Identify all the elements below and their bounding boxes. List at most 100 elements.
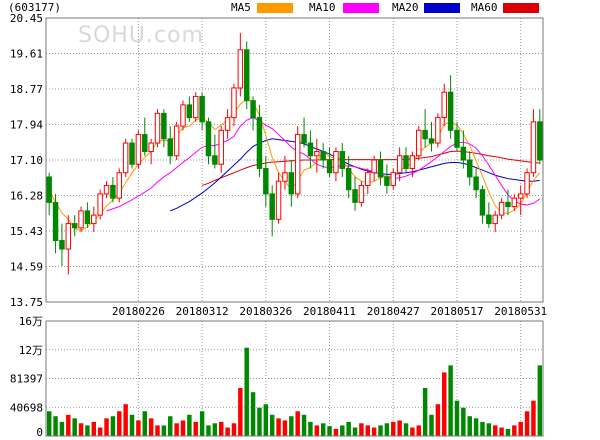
candle xyxy=(294,126,301,199)
candle xyxy=(52,193,59,254)
volume-bar xyxy=(352,427,358,436)
volume-bar xyxy=(314,425,320,436)
volume-bar xyxy=(97,427,103,436)
candle-body xyxy=(250,100,256,119)
candle xyxy=(205,117,212,165)
candle-body xyxy=(110,184,116,199)
volume-bar xyxy=(378,425,383,436)
volume-bar xyxy=(212,423,218,436)
candle-body xyxy=(396,155,403,174)
candle xyxy=(435,113,441,148)
date-tick-label: 20180517 xyxy=(430,305,483,318)
candle-body xyxy=(84,210,91,225)
candle xyxy=(530,109,537,177)
candle-body xyxy=(103,184,110,195)
candle-body xyxy=(352,189,358,203)
candle xyxy=(231,83,237,127)
volume-bar xyxy=(410,427,415,436)
candle xyxy=(320,143,326,169)
volume-bar xyxy=(129,414,135,436)
candle-body xyxy=(320,151,326,161)
candle xyxy=(422,109,428,148)
candle xyxy=(103,181,110,199)
candle-body xyxy=(231,87,237,119)
volume-bar xyxy=(276,418,281,436)
candle-body xyxy=(180,104,186,127)
candle xyxy=(167,126,173,165)
candle xyxy=(59,223,65,266)
candle xyxy=(282,155,288,190)
volume-bar xyxy=(512,425,517,436)
volume-bar xyxy=(301,414,307,436)
candle-body xyxy=(307,142,314,157)
candle-body xyxy=(65,223,72,250)
volume-bar xyxy=(91,421,97,436)
volume-bar xyxy=(244,347,249,436)
candle-body xyxy=(371,159,377,174)
volume-bar xyxy=(53,416,58,436)
candle xyxy=(212,134,218,169)
candle-body xyxy=(288,172,295,195)
price-tick-label: 13.75 xyxy=(10,296,43,309)
price-panel-frame xyxy=(45,17,544,303)
candle xyxy=(447,75,454,139)
candle-body xyxy=(294,134,301,195)
volume-panel-frame xyxy=(45,320,544,437)
volume-tick-label: 40698 xyxy=(10,401,43,414)
volume-tick-label: 0 xyxy=(36,426,43,439)
candle-body xyxy=(365,172,371,186)
candle-body xyxy=(243,49,250,102)
candle-body xyxy=(193,95,199,119)
volume-bar xyxy=(282,420,288,436)
candle xyxy=(428,121,435,152)
candle xyxy=(403,147,409,173)
ma5-line xyxy=(48,98,541,231)
candle xyxy=(416,126,422,160)
volume-bar xyxy=(123,404,128,436)
ma60-line xyxy=(201,150,540,186)
volume-bar xyxy=(531,400,536,436)
candle-body xyxy=(91,214,97,225)
candle-body xyxy=(498,201,505,216)
candle xyxy=(97,189,103,220)
volume-bar xyxy=(537,365,543,436)
volume-bar xyxy=(66,414,71,436)
volume-bar xyxy=(193,421,198,436)
candle xyxy=(135,130,142,169)
price-tick-label: 16.28 xyxy=(10,190,43,203)
candle xyxy=(186,96,193,122)
candle-body xyxy=(473,176,479,191)
candle xyxy=(498,198,505,220)
volume-bar xyxy=(340,425,345,436)
candle xyxy=(307,130,314,169)
date-axis: 20180226 20180312 20180326 20180411 20180427… xyxy=(112,305,547,318)
candle-body xyxy=(326,159,333,174)
candle xyxy=(479,185,486,224)
candle xyxy=(326,147,333,177)
volume-bar xyxy=(142,411,147,436)
candle-body xyxy=(161,112,167,140)
candle-body xyxy=(71,223,78,229)
chart-frames xyxy=(45,17,544,437)
volume-bar xyxy=(78,423,84,436)
volume-bar xyxy=(480,421,485,436)
candle-body xyxy=(428,138,435,144)
candle xyxy=(263,155,269,207)
chart-grid xyxy=(46,18,543,436)
volume-tick-label: 12万 xyxy=(19,344,43,357)
candle xyxy=(345,155,352,199)
candle xyxy=(269,185,275,237)
volume-bar xyxy=(206,425,211,436)
volume-bar xyxy=(435,404,441,436)
volume-bar xyxy=(320,423,326,436)
candle-body xyxy=(358,184,365,203)
volume-bar xyxy=(110,416,116,436)
volume-bar xyxy=(384,423,390,436)
volume-bar xyxy=(467,416,472,436)
candle-body xyxy=(122,142,129,174)
candle xyxy=(275,172,282,224)
candle xyxy=(486,202,492,228)
volume-bar xyxy=(148,418,154,436)
candle-body xyxy=(377,159,384,178)
date-tick-label: 20180411 xyxy=(303,305,356,318)
